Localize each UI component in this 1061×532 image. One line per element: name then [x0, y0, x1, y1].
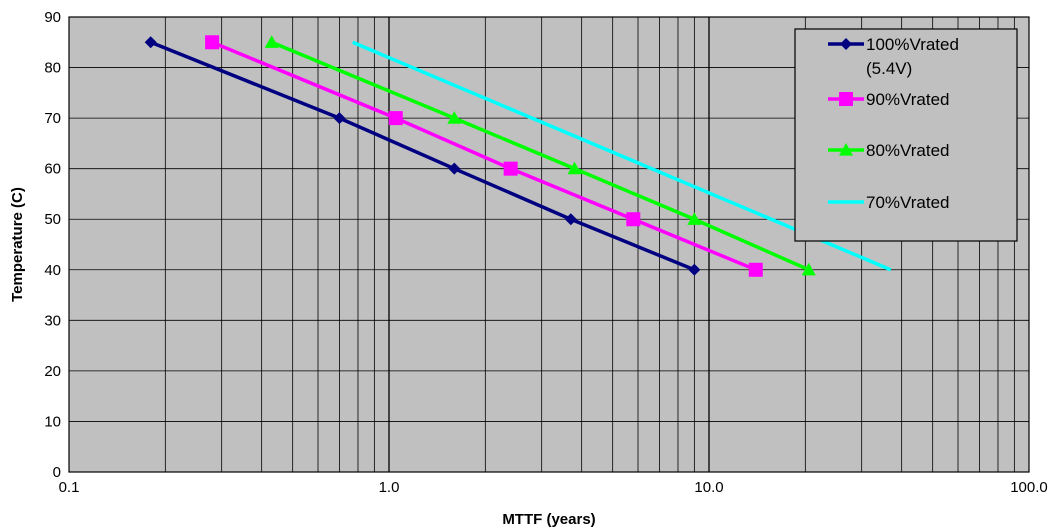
y-tick-label: 70 [44, 110, 61, 127]
legend-label: 100%Vrated [866, 35, 959, 54]
data-point [205, 35, 220, 50]
y-tick-label: 60 [44, 161, 61, 178]
plot-border [68, 16, 1030, 473]
y-tick-label: 10 [44, 413, 61, 430]
y-tick-label: 50 [44, 211, 61, 228]
legend-label: (5.4V) [866, 59, 912, 78]
legend-box [794, 28, 1018, 242]
data-point [688, 263, 701, 276]
legend-marker [839, 143, 853, 156]
data-point [448, 162, 461, 175]
data-point [748, 262, 763, 277]
data-point [626, 212, 641, 227]
data-point [333, 112, 346, 125]
data-point [801, 262, 816, 276]
y-tick-label: 30 [44, 312, 61, 329]
legend-item: 100%Vrated (5.4V) [828, 35, 959, 78]
legend-marker [839, 92, 853, 106]
legend: 100%Vrated (5.4V) 90%Vrated 80%Vrated 70%Vra… [794, 28, 1018, 242]
legend-item: 90%Vrated [828, 90, 949, 109]
series-3 [264, 35, 816, 276]
legend-marker [840, 38, 852, 50]
series-1 [144, 36, 701, 276]
data-point [388, 111, 403, 126]
y-tick-label: 90 [44, 9, 61, 26]
legend-label: 90%Vrated [866, 90, 949, 109]
series-layer [144, 35, 892, 277]
y-tick-label: 80 [44, 60, 61, 77]
legend-label: 80%Vrated [866, 141, 949, 160]
y-tick-label: 20 [44, 363, 61, 380]
x-tick-label: 10.0 [694, 479, 723, 496]
data-point [144, 36, 157, 49]
y-tick-label: 40 [44, 262, 61, 279]
legend-label: 70%Vrated [866, 193, 949, 212]
y-tick-labels: 0 10 20 30 40 50 60 70 80 90 [44, 9, 61, 481]
data-point [687, 212, 702, 225]
x-tick-label: 100.0 [1010, 479, 1048, 496]
data-point [264, 35, 279, 48]
series-2 [205, 35, 763, 277]
y-axis-title: Temperature (C) [9, 187, 26, 302]
legend-item: 70%Vrated [828, 193, 949, 212]
data-point [447, 111, 462, 124]
data-point [503, 161, 518, 176]
x-tick-label: 1.0 [379, 479, 400, 496]
x-axis-title: MTTF (years) [502, 511, 595, 527]
legend-item: 80%Vrated [828, 141, 949, 160]
x-tick-label: 0.1 [59, 479, 80, 496]
data-point [564, 213, 577, 226]
data-point [567, 161, 582, 175]
x-tick-labels: 0.1 1.0 10.0 100.0 [59, 479, 1048, 496]
y-tick-label: 0 [53, 464, 61, 481]
